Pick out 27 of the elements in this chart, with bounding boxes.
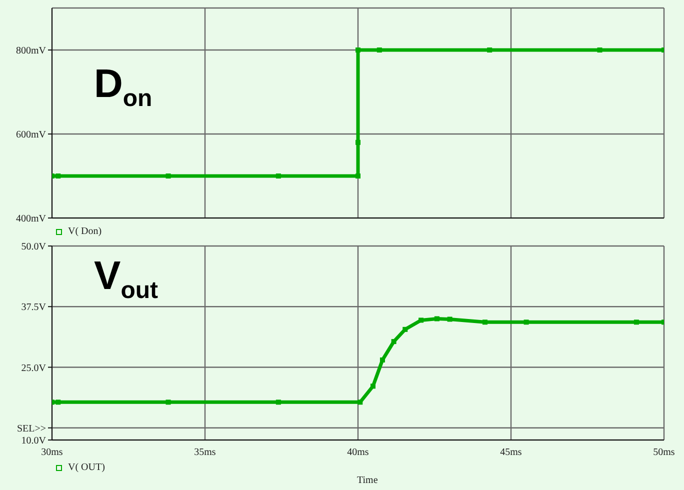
- point: [391, 339, 396, 344]
- y-tick-label: 25.0V: [21, 362, 47, 374]
- annotation: D$_{on}$: [94, 62, 152, 113]
- point: [482, 320, 488, 325]
- y-tick-label: 800mV: [16, 46, 47, 57]
- x-axis-title: Time: [357, 475, 378, 486]
- point: [434, 316, 440, 322]
- annotation: V$_{out}$: [94, 254, 158, 305]
- line-series: [52, 316, 664, 405]
- y-tick-label: 37.5V: [21, 302, 47, 314]
- x-tick-label: 45ms: [500, 447, 522, 458]
- legend-label: V( OUT): [68, 462, 105, 473]
- y-tick-label: 400mV: [16, 214, 47, 225]
- legend-label: V( Don): [68, 226, 102, 237]
- y-tick-label: SEL>>: [16, 423, 46, 434]
- x-tick-label: 35ms: [194, 447, 216, 458]
- point: [402, 326, 408, 332]
- y-tick-label: 600mV: [16, 130, 47, 141]
- x-tick-label: 40ms: [347, 447, 369, 458]
- y-tick-label: 10.0V: [21, 436, 47, 447]
- point: [370, 384, 376, 389]
- x-tick-label: 30ms: [41, 447, 63, 458]
- point: [418, 318, 424, 323]
- point: [380, 357, 385, 362]
- y-tick-label: 50.0V: [21, 242, 47, 253]
- point: [358, 400, 363, 405]
- x-tick-label: 50ms: [653, 447, 675, 458]
